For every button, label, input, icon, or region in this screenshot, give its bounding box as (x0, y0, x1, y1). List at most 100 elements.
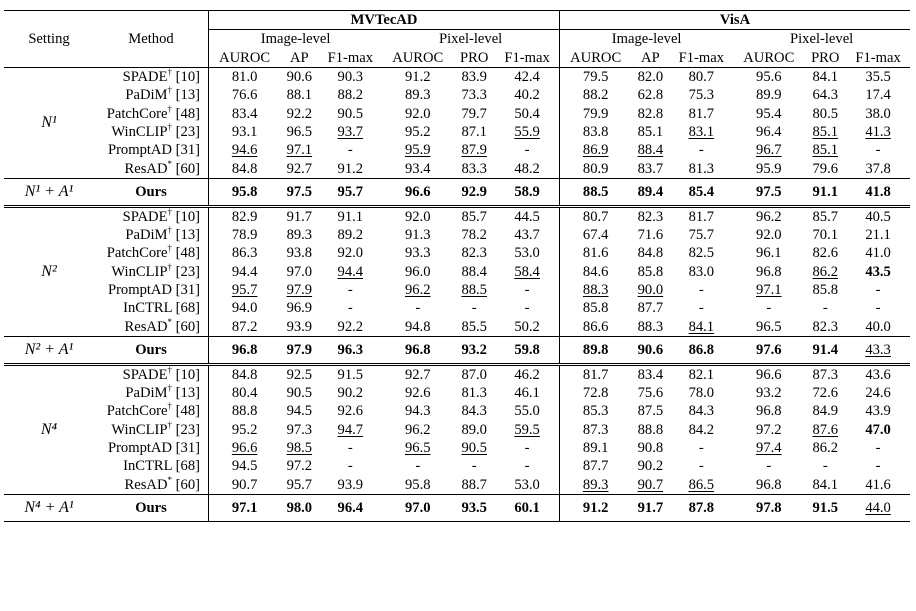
value-text: 87.2 (231, 318, 258, 335)
value-text: - (524, 440, 530, 457)
method-name: ResAD (124, 160, 168, 177)
value-text: 67.4 (582, 227, 609, 244)
value-text: 81.0 (231, 69, 258, 86)
value-text: - (524, 142, 530, 159)
method-name: ResAD (124, 476, 168, 493)
value-text: 90.0 (637, 282, 664, 298)
value-text: 88.3 (582, 282, 609, 298)
value-text: - (698, 300, 704, 317)
ours-value-text: 96.8 (231, 341, 258, 358)
value-cell: 40.2 (495, 86, 559, 104)
method-cell: WinCLIP† [23] (94, 122, 209, 141)
value-cell: 87.3 (559, 420, 632, 439)
ours-setting-cell: N² + A¹ (4, 335, 94, 365)
value-cell: - (846, 457, 910, 475)
value-text: 40.5 (865, 208, 891, 225)
value-text: 96.4 (756, 123, 782, 140)
value-text: 87.7 (637, 300, 664, 317)
value-text: 72.8 (582, 385, 609, 402)
value-text: 86.2 (812, 263, 839, 280)
value-cell: 43.9 (846, 402, 910, 420)
value-cell: 83.1 (669, 123, 733, 141)
method-cell: PatchCore† [48] (94, 104, 209, 122)
value-text: 80.5 (812, 105, 839, 122)
ours-value-text: 88.5 (582, 183, 609, 200)
ours-value-cell: 97.1 (208, 493, 281, 522)
value-cell: 53.0 (495, 244, 559, 262)
value-text: 55.9 (514, 123, 540, 140)
method-cell: PaDiM† [13] (94, 384, 209, 402)
value-text: 95.8 (404, 476, 431, 493)
value-cell: 81.6 (559, 244, 632, 263)
value-text: 89.3 (404, 87, 431, 104)
value-text: 79.9 (582, 105, 609, 122)
value-cell: 75.3 (669, 86, 733, 104)
value-text: 35.5 (865, 69, 891, 86)
value-text: 92.6 (404, 385, 431, 402)
value-cell: 87.7 (631, 299, 669, 317)
method-cell: PromptAD [31] (94, 281, 209, 299)
value-text: 90.7 (231, 476, 258, 493)
ours-value-text: 96.6 (404, 183, 431, 200)
value-text: 92.7 (404, 366, 431, 383)
metric-header: F1-max (855, 49, 901, 66)
value-cell: 90.2 (318, 384, 382, 402)
value-text: 93.4 (404, 160, 431, 177)
value-text: 93.1 (231, 123, 258, 140)
value-text: 94.4 (231, 263, 258, 280)
value-cell: 91.2 (382, 66, 454, 87)
value-text: 90.2 (637, 458, 664, 475)
value-text: 85.1 (637, 123, 664, 140)
value-cell: 89.0 (453, 421, 495, 439)
value-cell: 55.0 (495, 402, 559, 420)
ours-value-text: 98.0 (286, 499, 313, 516)
value-text: - (347, 142, 353, 159)
value-text: 84.3 (461, 403, 487, 420)
table-body: N¹ SPADE† [10] 81.0 90.6 90.3 91.2 83.9 42.4 79.… (4, 66, 910, 522)
value-cell: 93.8 (280, 244, 318, 262)
method-name: InCTRL (123, 458, 173, 475)
value-cell: 92.0 (318, 244, 382, 262)
value-cell: 80.4 (208, 384, 281, 403)
value-cell: 96.8 (733, 402, 804, 420)
ours-value-cell: 91.2 (559, 493, 632, 522)
value-text: 87.6 (812, 421, 839, 438)
value-text: 88.1 (286, 87, 313, 104)
method-ref: [31] (175, 282, 200, 298)
method-mark: † (167, 261, 173, 272)
method-mark: † (167, 383, 173, 394)
value-text: 79.5 (582, 69, 609, 86)
value-cell: 83.9 (453, 66, 496, 87)
value-text: 80.9 (582, 160, 609, 177)
ours-value-text: 87.8 (688, 499, 715, 516)
value-cell: 84.6 (559, 262, 632, 281)
value-text: 96.9 (286, 300, 313, 317)
value-cell: 92.6 (318, 402, 382, 420)
value-cell: - (495, 457, 559, 475)
value-cell: 41.3 (846, 123, 910, 141)
value-cell: 79.5 (559, 66, 632, 87)
value-text: 84.1 (812, 69, 839, 86)
value-cell: 87.9 (453, 141, 495, 159)
value-cell: 40.0 (846, 317, 910, 336)
value-text: 86.6 (582, 318, 609, 335)
value-cell: 83.0 (669, 263, 733, 281)
value-text: 81.7 (582, 366, 609, 383)
setting-header: Setting (4, 10, 94, 68)
value-text: 84.1 (688, 318, 715, 335)
value-cell: - (669, 439, 733, 457)
value-cell: 94.4 (318, 263, 382, 281)
value-cell: 92.0 (382, 204, 454, 226)
ours-value-text: 93.2 (461, 341, 487, 358)
method-ref: [10] (175, 69, 200, 86)
value-cell: 24.6 (846, 384, 910, 402)
value-cell: 87.3 (804, 362, 847, 385)
value-text: 41.3 (865, 123, 891, 140)
table-row: N¹ SPADE† [10] 81.0 90.6 90.3 91.2 83.9 42.4 79.… (4, 66, 910, 179)
method-ref: [23] (175, 421, 200, 438)
value-text: 46.1 (514, 385, 540, 402)
ours-value-cell: 58.9 (495, 177, 560, 207)
value-text: 91.2 (404, 69, 431, 86)
ours-setting-cell: N¹ + A¹ (4, 177, 94, 207)
value-text: 17.4 (865, 87, 891, 104)
